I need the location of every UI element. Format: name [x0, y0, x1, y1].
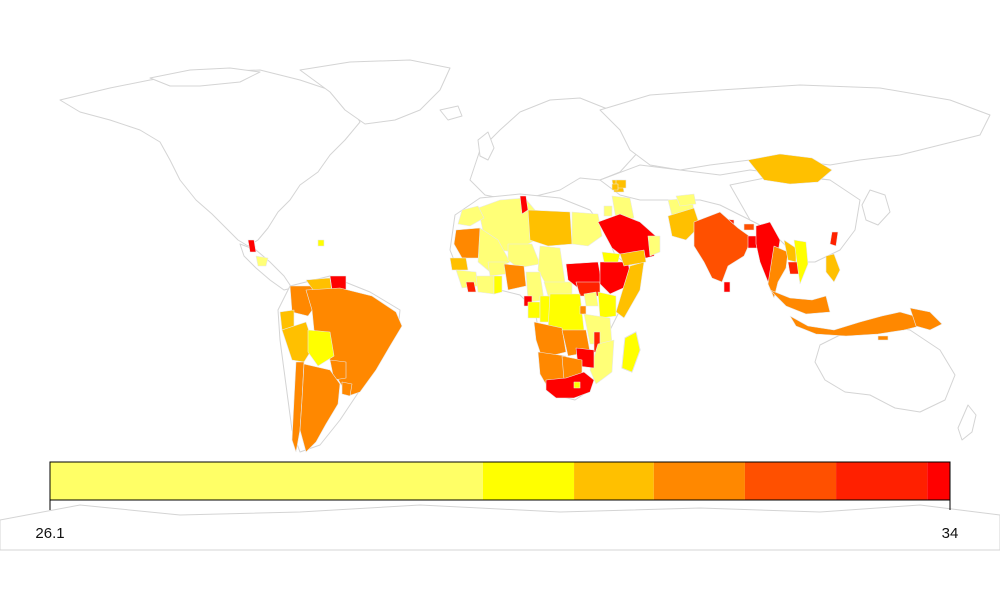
land-japan [861, 189, 891, 226]
land-uk [477, 131, 495, 161]
legend-min-label: 26.1 [35, 525, 64, 542]
region-argentina[interactable] [299, 363, 341, 453]
region-philippines[interactable] [825, 253, 841, 283]
region-vietnam[interactable] [793, 239, 809, 285]
region-kenya[interactable] [597, 291, 617, 319]
region-india[interactable] [693, 211, 753, 283]
region-egypt[interactable] [571, 211, 603, 247]
region-bhutan[interactable] [743, 223, 755, 231]
legend-max-label: 34 [942, 525, 959, 542]
region-guatemala[interactable] [247, 239, 257, 253]
region-yemen[interactable] [619, 249, 647, 267]
region-uruguay[interactable] [341, 381, 353, 397]
region-niger[interactable] [507, 243, 541, 269]
data-regions [247, 153, 943, 453]
region-kyrgyzstan[interactable] [675, 193, 697, 207]
land-arctic-islands [149, 67, 261, 87]
land-north-america [59, 69, 361, 247]
region-mongolia[interactable] [747, 153, 833, 185]
region-bolivia[interactable] [307, 329, 335, 367]
region-sri-lanka[interactable] [723, 281, 731, 293]
region-mauritania[interactable] [453, 227, 485, 259]
legend-bin-5 [744, 462, 837, 500]
land-new-zealand [957, 404, 977, 441]
legend-bin-6 [836, 462, 928, 500]
region-honduras[interactable] [255, 255, 269, 267]
region-ivory-coast[interactable] [475, 275, 495, 295]
legend-bin-1 [50, 462, 483, 500]
legend-bin-4 [653, 462, 745, 500]
region-madagascar[interactable] [621, 331, 641, 373]
legend-frame [49, 461, 951, 501]
region-pakistan[interactable] [667, 207, 701, 241]
region-liberia[interactable] [465, 281, 477, 293]
region-uganda[interactable] [583, 291, 599, 307]
region-south-africa[interactable] [545, 371, 595, 399]
region-armenia[interactable] [611, 183, 619, 191]
region-libya[interactable] [527, 209, 573, 247]
legend-bin-2 [482, 462, 575, 500]
land-central-america [239, 243, 293, 291]
legend-bin-7 [927, 462, 950, 500]
region-iraq[interactable] [611, 195, 635, 221]
region-lesotho[interactable] [573, 381, 581, 389]
region-peru[interactable] [281, 321, 315, 363]
region-senegal[interactable] [449, 257, 469, 271]
land-russia [599, 84, 991, 171]
region-jordan[interactable] [603, 205, 613, 217]
region-gabon[interactable] [527, 301, 541, 319]
land-iceland [439, 105, 463, 121]
region-morocco[interactable] [457, 205, 485, 227]
region-malaysia[interactable] [769, 289, 831, 315]
region-east-timor[interactable] [877, 335, 889, 341]
land-antarctica [0, 504, 1000, 551]
region-eritrea[interactable] [601, 251, 621, 263]
region-papua-new-guinea[interactable] [909, 307, 943, 331]
legend-bin-3 [574, 462, 654, 500]
region-oman[interactable] [647, 235, 661, 257]
land-greenland [299, 59, 451, 125]
region-burkina-faso[interactable] [487, 261, 507, 277]
region-taiwan[interactable] [829, 231, 839, 247]
region-rwanda[interactable] [579, 305, 587, 315]
region-ghana[interactable] [493, 275, 503, 295]
legend-colorbar: 26.1 34 [35, 461, 959, 542]
region-nigeria[interactable] [503, 263, 527, 291]
region-haiti[interactable] [317, 239, 325, 247]
